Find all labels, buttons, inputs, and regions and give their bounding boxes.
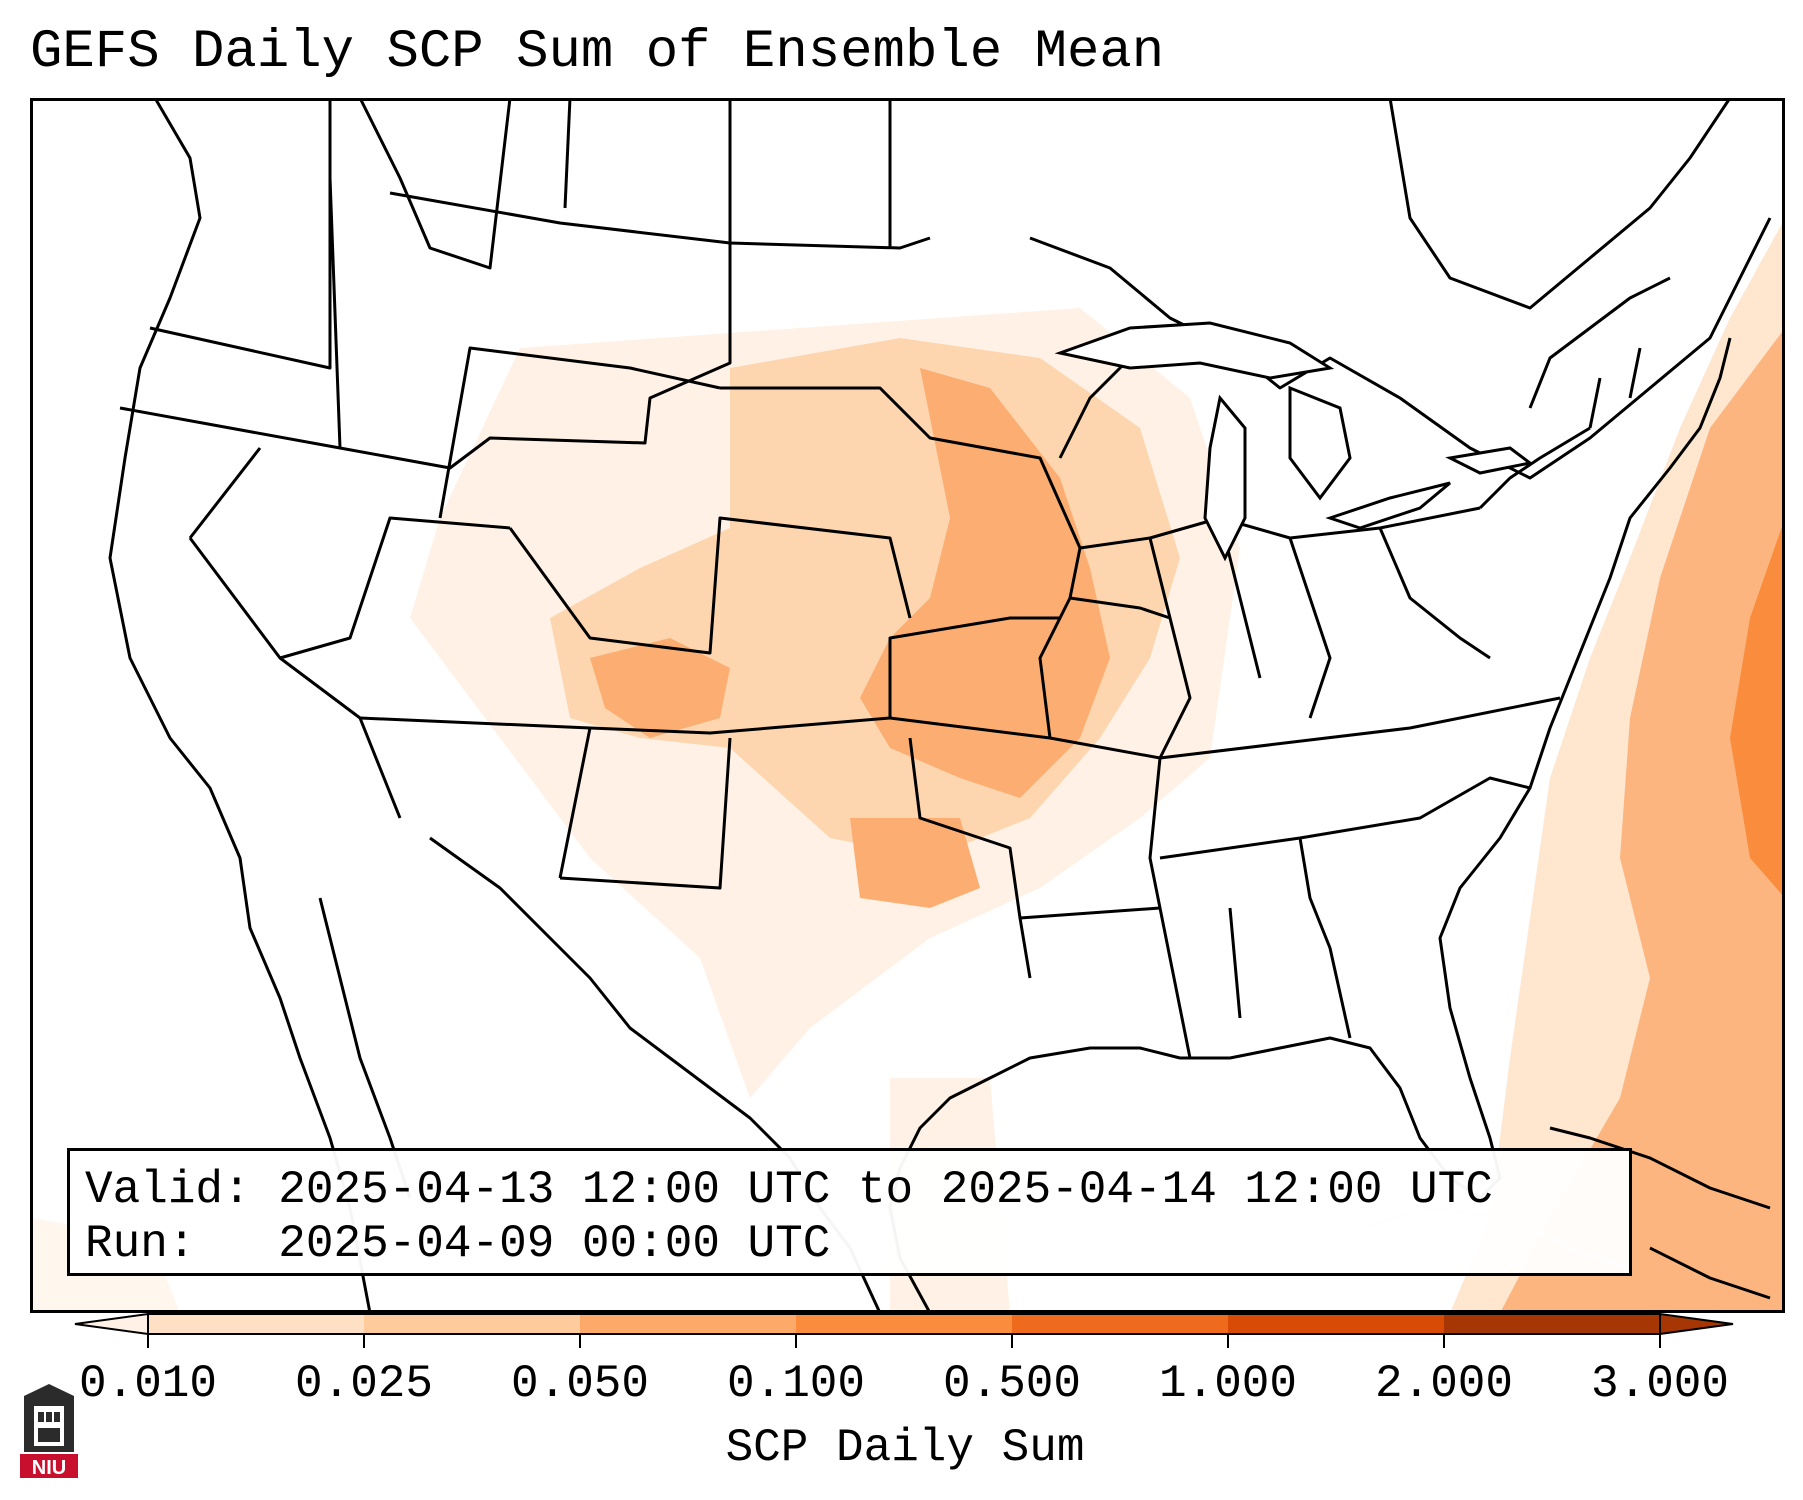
colorbar-tick-label: 0.100 — [726, 1358, 866, 1410]
logo-banner — [20, 1454, 78, 1478]
niu-logo: NIU — [20, 1384, 78, 1479]
valid-line: Valid: 2025-04-13 12:00 UTC to 2025-04-1… — [85, 1163, 1614, 1217]
colorbar-tick-label: 1.000 — [1158, 1358, 1298, 1410]
state-borders — [119, 98, 1671, 1059]
colorbar-segment — [580, 1314, 797, 1334]
colorbar-tick-label: 3.000 — [1590, 1358, 1730, 1410]
map-panel — [30, 98, 1785, 1313]
shade-oklahoma — [850, 818, 980, 908]
colorbar-tick-label: 0.050 — [510, 1358, 650, 1410]
colorbar-segment — [1444, 1314, 1661, 1334]
colorbar-segment — [1012, 1314, 1229, 1334]
lake-superior — [1054, 321, 1335, 380]
coastlines — [108, 98, 1772, 1313]
run-value: 2025-04-09 00:00 UTC — [278, 1218, 831, 1270]
valid-run-box: Valid: 2025-04-13 12:00 UTC to 2025-04-1… — [67, 1148, 1632, 1276]
colorbar-segments — [148, 1314, 1661, 1334]
colorbar-segment — [148, 1314, 365, 1334]
colorbar-extend-left — [74, 1312, 149, 1336]
colorbar-tick-label: 0.500 — [942, 1358, 1082, 1410]
map-frame — [30, 98, 1785, 1313]
chart-title: GEFS Daily SCP Sum of Ensemble Mean — [30, 22, 1165, 83]
shade-colorado — [590, 638, 730, 738]
lake-ontario — [1445, 446, 1534, 475]
colorbar-segment — [364, 1314, 581, 1334]
colorbar-tick-label: 0.025 — [294, 1358, 434, 1410]
colorbar-extend-right — [1659, 1312, 1734, 1336]
valid-label: Valid: — [85, 1164, 251, 1216]
valid-value: 2025-04-13 12:00 UTC to 2025-04-14 12:00… — [278, 1164, 1493, 1216]
colorbar-frame — [147, 1313, 1661, 1335]
colorbar-label: SCP Daily Sum — [725, 1422, 1085, 1474]
colorbar-segment — [796, 1314, 1013, 1334]
shade-atlantic-mid — [1500, 328, 1785, 1313]
lake-erie — [1325, 481, 1451, 530]
run-line: Run: 2025-04-09 00:00 UTC — [85, 1217, 1614, 1271]
colorbar-tick-label: 0.010 — [78, 1358, 218, 1410]
lake-michigan — [1203, 394, 1247, 562]
run-label: Run: — [85, 1218, 196, 1270]
lake-huron — [1288, 385, 1352, 501]
great-lakes — [1054, 321, 1534, 562]
colorbar-ticks — [147, 1334, 1661, 1348]
colorbar-segment — [1228, 1314, 1445, 1334]
shade-atlantic-dark — [1730, 518, 1785, 898]
logo-text: NIU — [32, 1457, 66, 1479]
colorbar-tick-label: 2.000 — [1374, 1358, 1514, 1410]
colorbar — [74, 1312, 1734, 1348]
